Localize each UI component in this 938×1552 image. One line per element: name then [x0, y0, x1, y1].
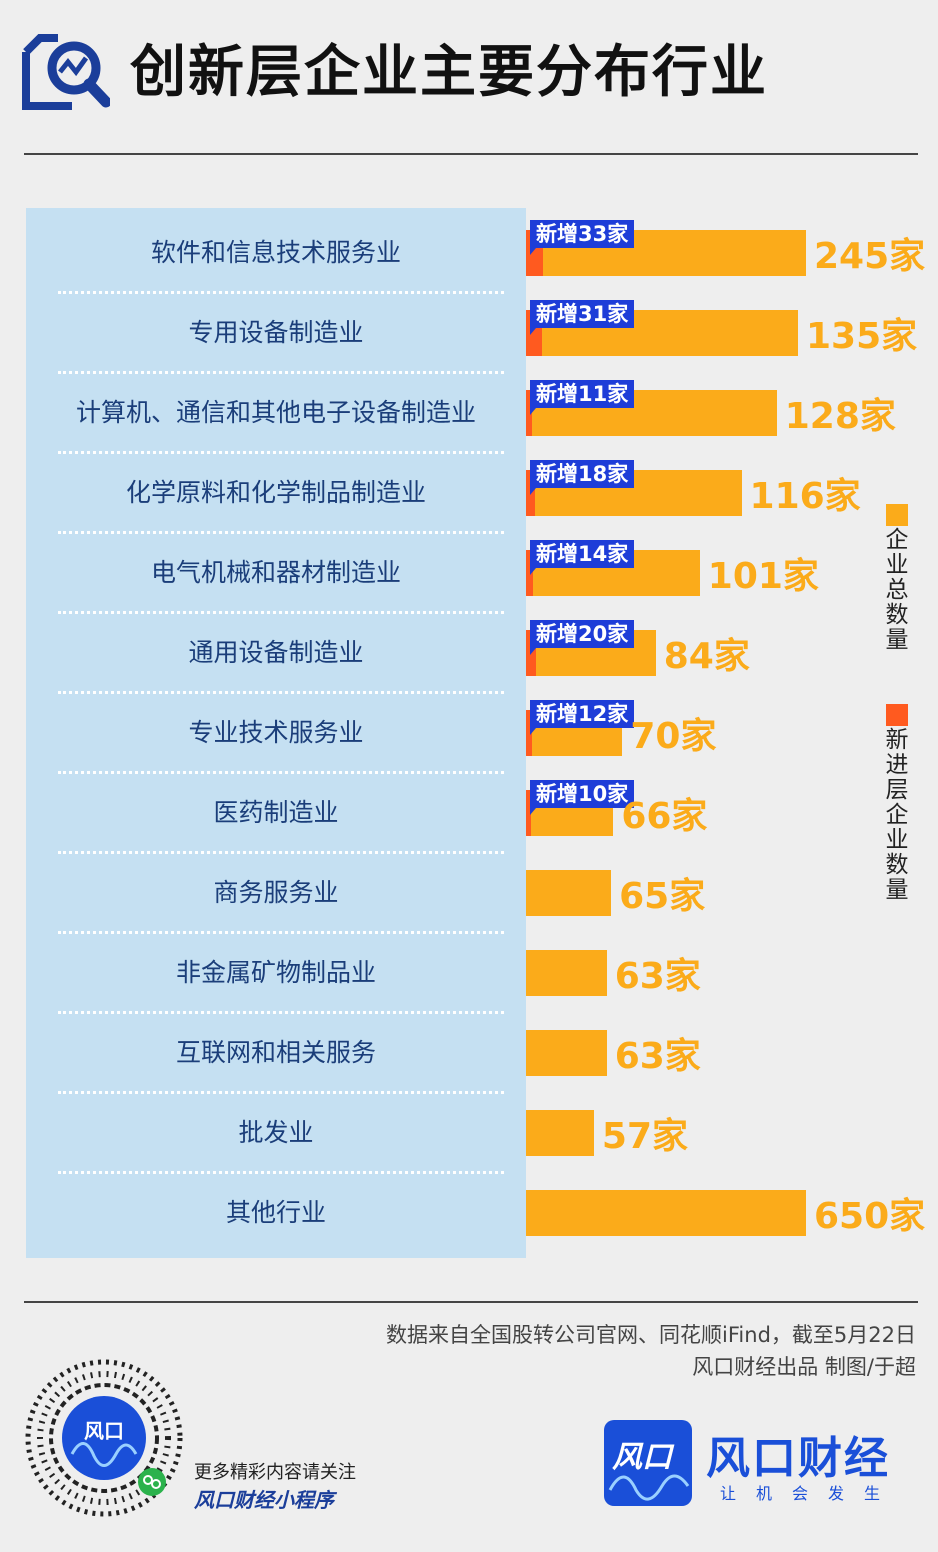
new-count-tag: 新增14家	[530, 540, 635, 575]
value-label: 65家	[619, 876, 706, 917]
legend-label-new: 新进层企业数量	[885, 727, 909, 903]
bar-total	[526, 870, 612, 916]
brand-logo: 风口	[604, 1420, 692, 1506]
new-count-tag: 新增12家	[530, 700, 635, 735]
value-label: 57家	[601, 1116, 689, 1157]
row-divider	[58, 611, 504, 614]
category-label: 软件和信息技术服务业	[150, 238, 401, 267]
bar-total	[526, 1030, 607, 1076]
row-divider	[58, 931, 504, 934]
brand-logo-mark: 风口	[612, 1440, 672, 1475]
brand-wave-icon	[608, 1474, 690, 1501]
row-divider	[58, 771, 504, 774]
legend-label-total: 企业总数量	[885, 527, 909, 653]
page-title: 创新层企业主要分布行业	[130, 40, 768, 105]
value-label: 70家	[630, 716, 717, 757]
category-label: 计算机、通信和其他电子设备制造业	[75, 398, 476, 427]
new-count-tag: 新增11家	[530, 380, 635, 415]
follow-prompt: 更多精彩内容请关注	[194, 1462, 356, 1483]
category-label: 批发业	[238, 1118, 314, 1147]
row-divider	[58, 851, 504, 854]
category-label: 化学原料和化学制品制造业	[125, 478, 426, 507]
row-divider	[58, 291, 504, 294]
value-label: 128家	[784, 396, 896, 437]
legend-swatch-new	[886, 704, 908, 726]
new-count-tag: 新增18家	[530, 460, 635, 495]
value-label: 84家	[663, 636, 750, 677]
bar-total	[526, 950, 607, 996]
value-label: 66家	[621, 796, 708, 837]
bar-new	[526, 790, 531, 836]
bar-total	[526, 1190, 806, 1236]
row-divider	[58, 371, 504, 374]
bar-new	[526, 550, 533, 596]
footer-rule	[24, 1301, 918, 1303]
category-label: 商务服务业	[213, 878, 339, 907]
category-label: 医药制造业	[213, 798, 339, 827]
bar-new	[526, 390, 532, 436]
new-count-tag: 新增31家	[530, 300, 635, 335]
value-label: 135家	[805, 316, 918, 357]
row-divider	[58, 531, 504, 534]
brand-slogan: 让机会发生	[720, 1484, 901, 1503]
row-divider	[58, 691, 504, 694]
category-label: 非金属矿物制品业	[175, 958, 376, 987]
value-label: 63家	[614, 956, 701, 997]
row-divider	[58, 1091, 504, 1094]
new-count-tag: 新增20家	[530, 620, 635, 655]
category-label: 通用设备制造业	[188, 638, 364, 667]
magnifier-chart-icon	[22, 34, 110, 110]
qr-logo-text: 风口	[84, 1419, 124, 1443]
category-label: 专用设备制造业	[188, 318, 364, 347]
header-rule	[24, 153, 918, 155]
value-label: 63家	[614, 1036, 701, 1077]
value-label: 101家	[707, 556, 819, 597]
credit-line: 风口财经出品 制图/于超	[692, 1355, 916, 1379]
row-divider	[58, 1171, 504, 1174]
bar-new	[526, 710, 532, 756]
mini-program-name[interactable]: 风口财经小程序	[194, 1488, 334, 1512]
value-label: 116家	[749, 476, 861, 517]
legend-swatch-total	[886, 504, 908, 526]
new-count-tag: 新增33家	[530, 220, 635, 255]
category-label: 其他行业	[225, 1198, 326, 1227]
value-label: 650家	[814, 1196, 926, 1237]
row-divider	[58, 451, 504, 454]
new-count-tag: 新增10家	[530, 780, 635, 815]
category-label: 电气机械和器材制造业	[150, 558, 401, 587]
category-label: 互联网和相关服务	[175, 1038, 376, 1067]
value-label: 245家	[814, 236, 926, 277]
bar-total	[526, 1110, 594, 1156]
brand-name: 风口财经	[706, 1433, 890, 1484]
row-divider	[58, 1011, 504, 1014]
data-source: 数据来自全国股转公司官网、同花顺iFind，截至5月22日	[386, 1323, 916, 1347]
category-label: 专业技术服务业	[188, 718, 364, 747]
category-panel	[26, 208, 526, 1258]
mini-program-qr-code[interactable]: 风口	[24, 1358, 184, 1518]
